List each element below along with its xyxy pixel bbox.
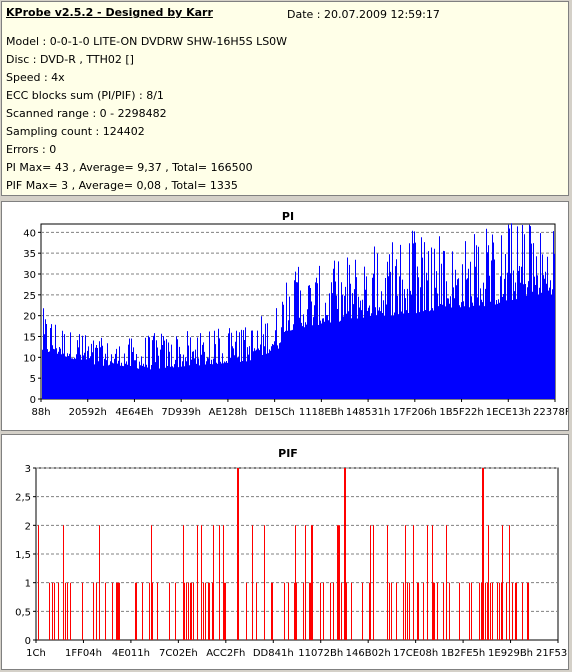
sampling-line: Sampling count : 124402 bbox=[6, 125, 145, 138]
pif-x-tick-label: DD841h bbox=[253, 648, 294, 659]
pif-chart: PIF 0 0,5 1 1,5 2 2,5 3 1Ch 1FF04h 4E011h 7C02Eh AC… bbox=[15, 447, 572, 659]
pi-x-tick-label: 1ECE13h bbox=[486, 407, 531, 418]
pif-chart-title: PIF bbox=[278, 447, 298, 460]
pif-chart-panel: PIF 0 0,5 1 1,5 2 2,5 3 1Ch 1FF04h 4E011h 7C02Eh AC… bbox=[1, 434, 572, 670]
pif-x-tick-label: 17CE08h bbox=[393, 648, 438, 659]
speed-line: Speed : 4x bbox=[6, 71, 65, 84]
pi-y-tick-label: 15 bbox=[23, 333, 36, 344]
pi-y-tick-label: 25 bbox=[23, 291, 36, 302]
pif-x-tick-label: 11072Bh bbox=[298, 648, 343, 659]
pif-x-tick-label: 1FF04h bbox=[65, 648, 102, 659]
pi-chart-title: PI bbox=[282, 210, 294, 223]
pi-y-tick-label: 20 bbox=[23, 312, 36, 323]
pif-x-tick-label: 7C02Eh bbox=[159, 648, 198, 659]
pi-x-tick-label: 20592h bbox=[69, 407, 107, 418]
pif-y-tick-label: 3 bbox=[25, 464, 31, 475]
pi-y-tick-label: 30 bbox=[23, 270, 36, 281]
pif-bars bbox=[38, 468, 529, 640]
pi-x-tick-label: DE15Ch bbox=[255, 407, 295, 418]
pif-y-tick-label: 1,5 bbox=[15, 550, 31, 561]
pif-x-tick-label: 1E929Bh bbox=[488, 648, 533, 659]
pi-x-tick-label: 4E64Eh bbox=[115, 407, 153, 418]
pi-x-tick-label: 148531h bbox=[346, 407, 391, 418]
pi-x-tick-label: AE128h bbox=[209, 407, 248, 418]
pi-x-tick-label: 7D939h bbox=[161, 407, 201, 418]
pi-y-tick-label: 5 bbox=[30, 374, 36, 385]
errors-line: Errors : 0 bbox=[6, 143, 57, 156]
info-panel: KProbe v2.5.2 - Designed by Karr Date : … bbox=[1, 1, 569, 196]
pi-y-tick-label: 40 bbox=[23, 228, 36, 239]
pi-y-tick-label: 0 bbox=[30, 395, 36, 406]
pif-stats-line: PIF Max= 3 , Average= 0,08 , Total= 1335 bbox=[6, 179, 238, 192]
disc-line: Disc : DVD-R , TTH02 [] bbox=[6, 53, 134, 66]
scan-date: Date : 20.07.2009 12:59:17 bbox=[287, 8, 440, 21]
pi-stats-line: PI Max= 43 , Average= 9,37 , Total= 1665… bbox=[6, 161, 253, 174]
pif-y-tick-label: 2,5 bbox=[15, 493, 31, 504]
pi-x-tick-label: 17F206h bbox=[393, 407, 437, 418]
pi-y-tick-label: 10 bbox=[23, 353, 36, 364]
pif-x-tick-label: ACC2Fh bbox=[206, 648, 245, 659]
ecc-line: ECC blocks sum (PI/PIF) : 8/1 bbox=[6, 89, 164, 102]
pi-x-tick-label: 22378Fh bbox=[533, 407, 568, 418]
pi-x-tick-label: 88h bbox=[31, 407, 50, 418]
app-title: KProbe v2.5.2 - Designed by Karr bbox=[6, 6, 213, 19]
pif-y-tick-label: 0 bbox=[25, 636, 31, 647]
pif-x-tick-label: 1Ch bbox=[26, 648, 46, 659]
range-line: Scanned range : 0 - 2298482 bbox=[6, 107, 167, 120]
pi-chart: PI 0 5 10 15 20 25 30 35 40 88h 20592h 4E64Eh 7D939h… bbox=[23, 210, 572, 418]
pif-y-tick-label: 0,5 bbox=[15, 607, 31, 618]
pi-bars bbox=[42, 223, 555, 399]
pif-x-tick-label: 146B02h bbox=[346, 648, 391, 659]
pif-y-tick-label: 1 bbox=[25, 579, 31, 590]
pif-x-tick-label: 1B2FE5h bbox=[441, 648, 485, 659]
pif-x-tick-label: 21F531h bbox=[536, 648, 568, 659]
pi-x-tick-label: 1118EBh bbox=[299, 407, 344, 418]
pif-x-tick-label: 4E011h bbox=[112, 648, 150, 659]
pi-x-tick-label: 1B5F22h bbox=[439, 407, 483, 418]
pif-y-tick-label: 2 bbox=[25, 521, 31, 532]
pi-chart-panel: PI 0 5 10 15 20 25 30 35 40 88h 20592h 4E64Eh 7D939h… bbox=[1, 201, 572, 431]
model-line: Model : 0-0-1-0 LITE-ON DVDRW SHW-16H5S … bbox=[6, 35, 288, 48]
pi-y-tick-label: 35 bbox=[23, 249, 36, 260]
